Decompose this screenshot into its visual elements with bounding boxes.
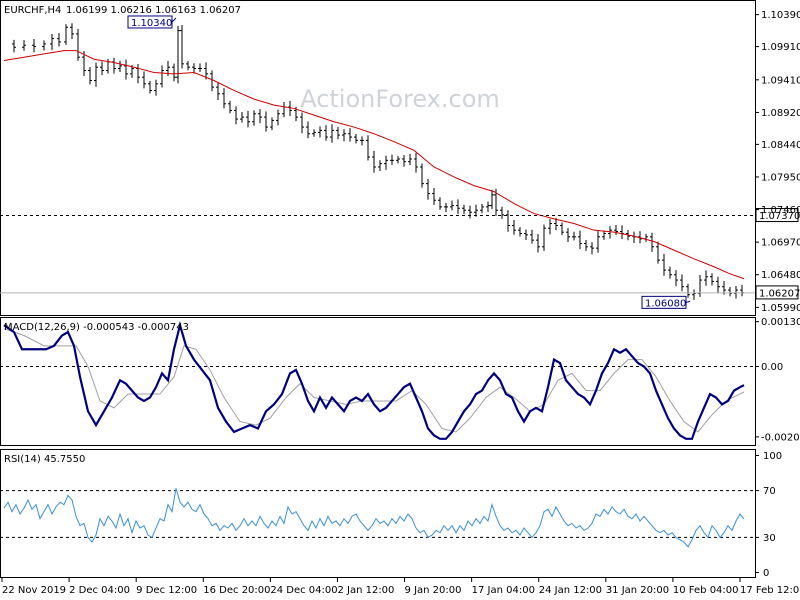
price-y-tick-label: 1.10390 [761, 10, 800, 21]
x-tick-label: 24 Dec 04:00 [270, 585, 337, 596]
price-series-layer: 1.07370 1.06207 1.10340 1.06080 [0, 15, 800, 309]
extreme-label: 1.06080 [645, 298, 686, 309]
x-tick-label: 24 Jan 12:00 [539, 585, 602, 596]
macd-signal-line [3, 328, 745, 433]
x-tick-label: 16 Dec 20:00 [203, 585, 270, 596]
price-y-tick-label: 1.08440 [761, 140, 800, 151]
rsi-y-tick-label: 0 [763, 568, 769, 579]
macd-panel-title: MACD(12,26,9) -0.000543 -0.000743 [4, 322, 189, 333]
level-price-box [755, 208, 799, 223]
price-y-tick-label: 1.07950 [761, 172, 800, 183]
macd-y-tick-label: 0.00 [761, 362, 783, 373]
macd-series-layer [0, 320, 755, 440]
rsi-panel-title: RSI(14) 45.7550 [4, 454, 85, 465]
price-ohlc-readout: 1.06199 1.06216 1.06163 1.06207 [66, 5, 241, 16]
rsi-line [3, 488, 745, 548]
x-tick-label: 2 Dec 04:00 [69, 585, 130, 596]
price-y-tick-label: 1.07460 [761, 205, 800, 216]
level-price-label: 1.07370 [759, 211, 800, 222]
extreme-label-leader [171, 17, 177, 23]
x-tick-label: 22 Nov 2019 [2, 585, 66, 596]
price-panel-title: EURCHF,H4 [4, 5, 61, 16]
x-tick-label: 10 Feb 04:00 [673, 585, 739, 596]
current-price-label: 1.06207 [759, 288, 800, 299]
macd-line [3, 320, 745, 440]
rsi-panel-frame [0, 449, 756, 578]
price-y-tick-label: 1.09910 [761, 42, 800, 53]
x-tick-label: 17 Feb 12:00 [740, 585, 800, 596]
price-y-tick-label: 1.05990 [761, 303, 800, 314]
moving-average-line [3, 50, 745, 280]
x-tick-label: 9 Jan 20:00 [405, 585, 462, 596]
x-tick-label: 9 Dec 12:00 [136, 585, 197, 596]
price-y-tick-label: 1.06970 [761, 238, 800, 249]
macd-y-tick-label: -0.002043 [761, 432, 800, 443]
price-y-tick-label: 1.06480 [761, 270, 800, 281]
price-y-tick-label: 1.09410 [761, 75, 800, 86]
macd-panel-frame [0, 317, 756, 446]
axis-layer: 1.10390 1.09910 1.09410 1.08920 1.08440 1.079… [1, 10, 800, 596]
x-tick-label: 17 Jan 04:00 [472, 585, 535, 596]
current-price-box [755, 285, 799, 300]
price-y-tick-label: 1.08920 [761, 108, 800, 119]
macd-y-tick-label: 0.001301 [761, 317, 800, 328]
rsi-y-tick-label: 100 [763, 451, 782, 462]
rsi-series-layer [0, 488, 755, 548]
watermark: ActionForex.com [300, 85, 500, 113]
x-tick-label: 2 Jan 12:00 [337, 585, 394, 596]
x-tick-label: 31 Jan 20:00 [606, 585, 669, 596]
price-panel-frame [0, 0, 756, 316]
rsi-y-tick-label: 30 [763, 533, 776, 544]
extreme-label-leader [685, 300, 691, 303]
rsi-y-tick-label: 70 [763, 486, 776, 497]
extreme-label: 1.10340 [131, 18, 172, 29]
